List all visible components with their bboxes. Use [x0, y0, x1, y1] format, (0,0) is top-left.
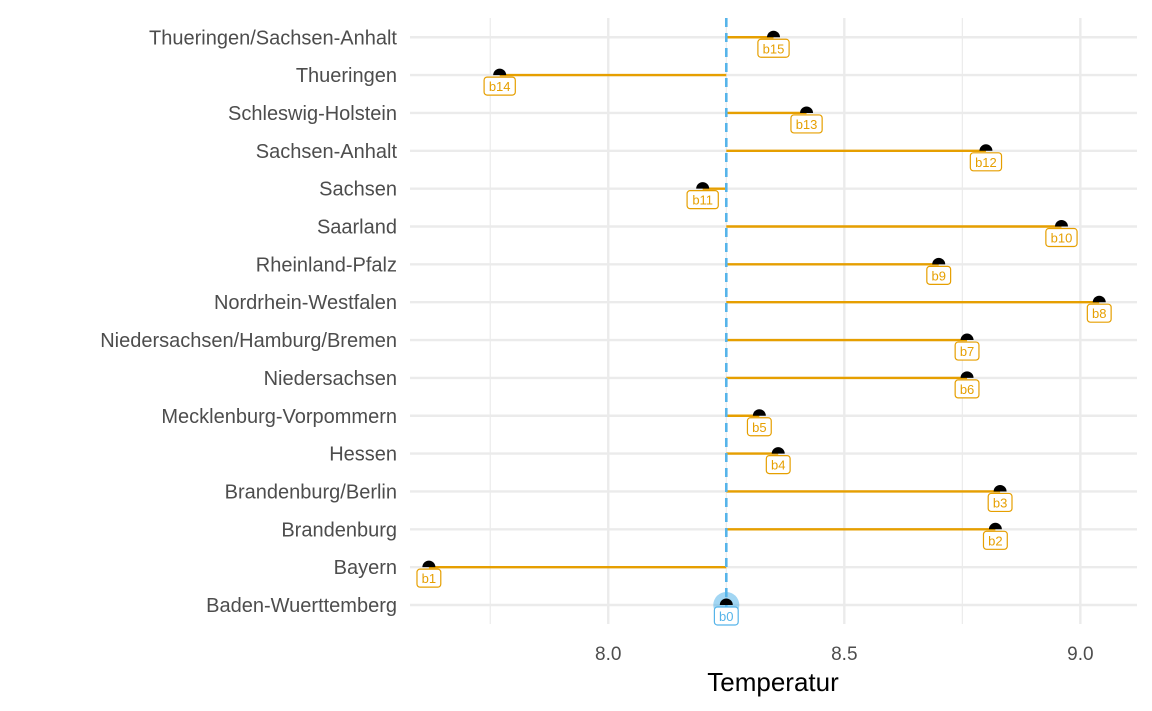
lollipop-point [719, 598, 733, 605]
lollipop-point [800, 106, 814, 113]
data-label-box [790, 114, 823, 134]
data-label-text: b6 [960, 382, 974, 397]
lollipop-point [771, 447, 785, 454]
y-tick-label: Thueringen/Sachsen-Anhalt [149, 27, 397, 49]
data-label-box [416, 568, 442, 588]
data-label: b15 [757, 38, 790, 58]
data-label: b2 [982, 530, 1008, 550]
y-tick-label: Bayern [334, 557, 397, 579]
data-label-text: b1 [422, 571, 436, 586]
lollipop-point [767, 30, 780, 38]
data-label: b11 [686, 190, 719, 210]
data-label: b6 [954, 379, 980, 399]
data-label: b5 [746, 417, 772, 437]
data-label: b3 [987, 492, 1013, 513]
y-tick-label: Nordrhein-Westfalen [214, 292, 397, 314]
data-label-text: b0 [719, 609, 733, 624]
data-label: b7 [954, 341, 980, 361]
y-tick-label: Niedersachsen/Hamburg/Bremen [100, 330, 397, 352]
lollipop-point [696, 182, 710, 189]
data-label-box [746, 417, 772, 437]
data-label-text: b15 [763, 41, 785, 56]
data-label: b10 [1045, 227, 1078, 248]
data-label-text: b12 [975, 155, 997, 170]
x-tick-label: 9.0 [1067, 644, 1093, 665]
y-tick-labels: Baden-Wuerttemberg Bayern Brandenburg Brand… [100, 27, 397, 617]
lollipop-point [988, 522, 1002, 530]
data-label-box [926, 265, 952, 285]
data-label-text: b13 [796, 117, 818, 132]
y-tick-label: Mecklenburg-Vorpommern [161, 406, 397, 428]
data-label-box [982, 530, 1008, 550]
data-label: b0 [713, 606, 739, 626]
data-labels: b0 b1 b2 b3 b4 b5 b6 b7 b8 b9 b10 b11 b12 b13 b14 b15 [416, 38, 1112, 626]
data-label-box [765, 455, 791, 475]
y-tick-label: Saarland [317, 217, 397, 239]
data-label-text: b2 [988, 533, 1002, 548]
data-label-box [483, 76, 516, 96]
lollipop-point [1092, 295, 1106, 303]
y-tick-label: Niedersachsen [264, 368, 397, 390]
x-tick-labels: 8.0 8.5 9.0 [595, 644, 1093, 665]
lollipop-point [932, 257, 946, 265]
data-label-box [1086, 303, 1112, 323]
data-label-box [1045, 227, 1078, 248]
lollipop-point [993, 484, 1007, 492]
data-label-text: b10 [1051, 231, 1073, 246]
data-label-text: b8 [1092, 306, 1106, 321]
data-label-text: b7 [960, 344, 974, 359]
lollipop-point [960, 333, 974, 341]
lollipop-point [752, 409, 766, 416]
lollipop-point [422, 560, 436, 568]
y-tick-label: Thueringen [296, 65, 397, 87]
y-tick-label: Sachsen [319, 179, 397, 201]
data-label: b14 [483, 76, 516, 96]
y-tick-label: Rheinland-Pfalz [256, 254, 397, 276]
lollipop-point [1054, 220, 1068, 227]
y-tick-label: Brandenburg [281, 519, 397, 541]
data-label-box [954, 379, 980, 399]
data-label: b12 [969, 152, 1003, 172]
data-label-box [969, 152, 1003, 172]
data-label: b13 [790, 114, 823, 134]
data-label-box [987, 492, 1013, 513]
x-axis-title: Temperatur [707, 667, 839, 697]
y-tick-label: Baden-Wuerttemberg [206, 595, 397, 617]
y-tick-label: Schleswig-Holstein [228, 103, 397, 125]
data-label: b1 [416, 568, 442, 588]
y-tick-label: Hessen [329, 444, 397, 466]
x-tick-label: 8.0 [595, 644, 621, 665]
data-label-box [686, 190, 719, 210]
data-label-text: b3 [993, 495, 1007, 510]
data-label-text: b4 [771, 458, 785, 473]
data-label-box [713, 606, 739, 626]
lollipop-point [960, 371, 974, 378]
data-label-text: b11 [692, 193, 713, 208]
data-label: b8 [1086, 303, 1112, 323]
x-tick-label: 8.5 [831, 644, 857, 665]
data-label: b9 [926, 265, 952, 285]
data-label-text: b14 [489, 79, 511, 94]
segments [428, 36, 1100, 569]
lollipop-point [979, 144, 993, 151]
data-label-text: b9 [931, 268, 945, 283]
data-label-box [757, 38, 790, 58]
y-tick-label: Sachsen-Anhalt [256, 141, 398, 163]
data-label-text: b5 [752, 420, 766, 435]
data-label-box [954, 341, 980, 361]
y-tick-label: Brandenburg/Berlin [225, 481, 397, 503]
data-label: b4 [765, 455, 791, 475]
lollipop-point [493, 68, 507, 76]
